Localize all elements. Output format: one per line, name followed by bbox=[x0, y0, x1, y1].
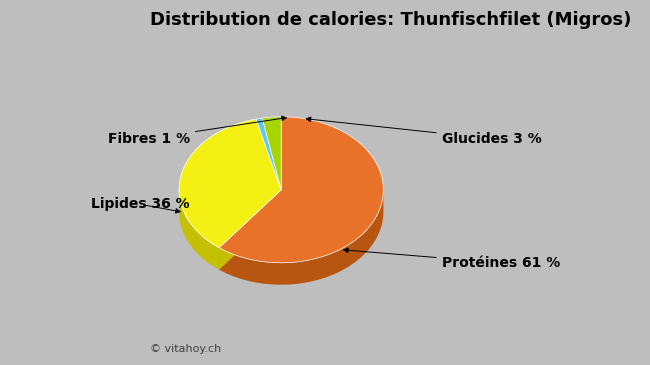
Text: Lipides 36 %: Lipides 36 % bbox=[91, 197, 190, 213]
Polygon shape bbox=[179, 119, 281, 248]
Text: Glucides 3 %: Glucides 3 % bbox=[306, 117, 541, 146]
Polygon shape bbox=[262, 117, 281, 190]
Polygon shape bbox=[219, 191, 384, 285]
Polygon shape bbox=[219, 190, 281, 270]
Polygon shape bbox=[179, 190, 219, 270]
Text: Protéines 61 %: Protéines 61 % bbox=[344, 248, 560, 270]
Polygon shape bbox=[219, 190, 281, 270]
Text: Fibres 1 %: Fibres 1 % bbox=[108, 116, 286, 146]
Text: Distribution de calories: Thunfischfilet (Migros): Distribution de calories: Thunfischfilet… bbox=[150, 11, 631, 29]
Text: © vitahoy.ch: © vitahoy.ch bbox=[150, 344, 221, 354]
Polygon shape bbox=[256, 118, 281, 190]
Polygon shape bbox=[219, 117, 384, 263]
